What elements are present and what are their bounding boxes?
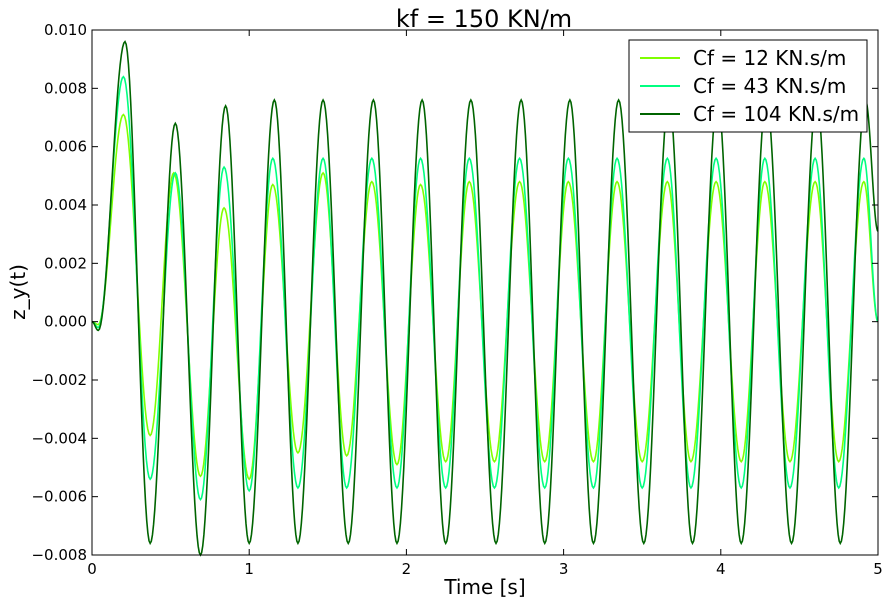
- y-tick-label: −0.002: [31, 371, 87, 389]
- y-tick-label: 0.004: [44, 196, 87, 214]
- legend-label-2: Cf = 43 KN.s/m: [693, 74, 846, 98]
- x-tick-label: 5: [873, 560, 883, 578]
- x-tick-label: 0: [87, 560, 97, 578]
- x-tick-label: 4: [716, 560, 726, 578]
- y-axis-label: z_y(t): [6, 264, 30, 320]
- x-tick-label: 1: [244, 560, 254, 578]
- y-tick-label: −0.004: [31, 429, 87, 447]
- y-tick-label: 0.010: [44, 21, 87, 39]
- chart-title: kf = 150 KN/m: [396, 5, 572, 33]
- y-tick-label: 0.000: [44, 313, 87, 331]
- legend-label-1: Cf = 12 KN.s/m: [693, 46, 846, 70]
- legend: Cf = 12 KN.s/m Cf = 43 KN.s/m Cf = 104 KN.…: [628, 39, 868, 133]
- plot-frame: [91, 29, 879, 556]
- series-layer: [91, 40, 879, 557]
- y-tick-label: −0.008: [31, 546, 87, 564]
- y-tick-label: 0.002: [44, 254, 87, 272]
- y-tick-label: −0.006: [31, 488, 87, 506]
- y-tick-label: 0.006: [44, 138, 87, 156]
- tick-layer: 0 1 2 3 4 5 −0.008 −0.006 −0.004 −0.002 0.000 0.002…: [31, 21, 882, 578]
- series-line-3: [91, 40, 879, 557]
- legend-label-3: Cf = 104 KN.s/m: [693, 102, 859, 126]
- x-tick-label: 3: [559, 560, 569, 578]
- y-tick-label: 0.008: [44, 79, 87, 97]
- x-tick-label: 2: [402, 560, 412, 578]
- x-axis-label: Time [s]: [443, 575, 525, 599]
